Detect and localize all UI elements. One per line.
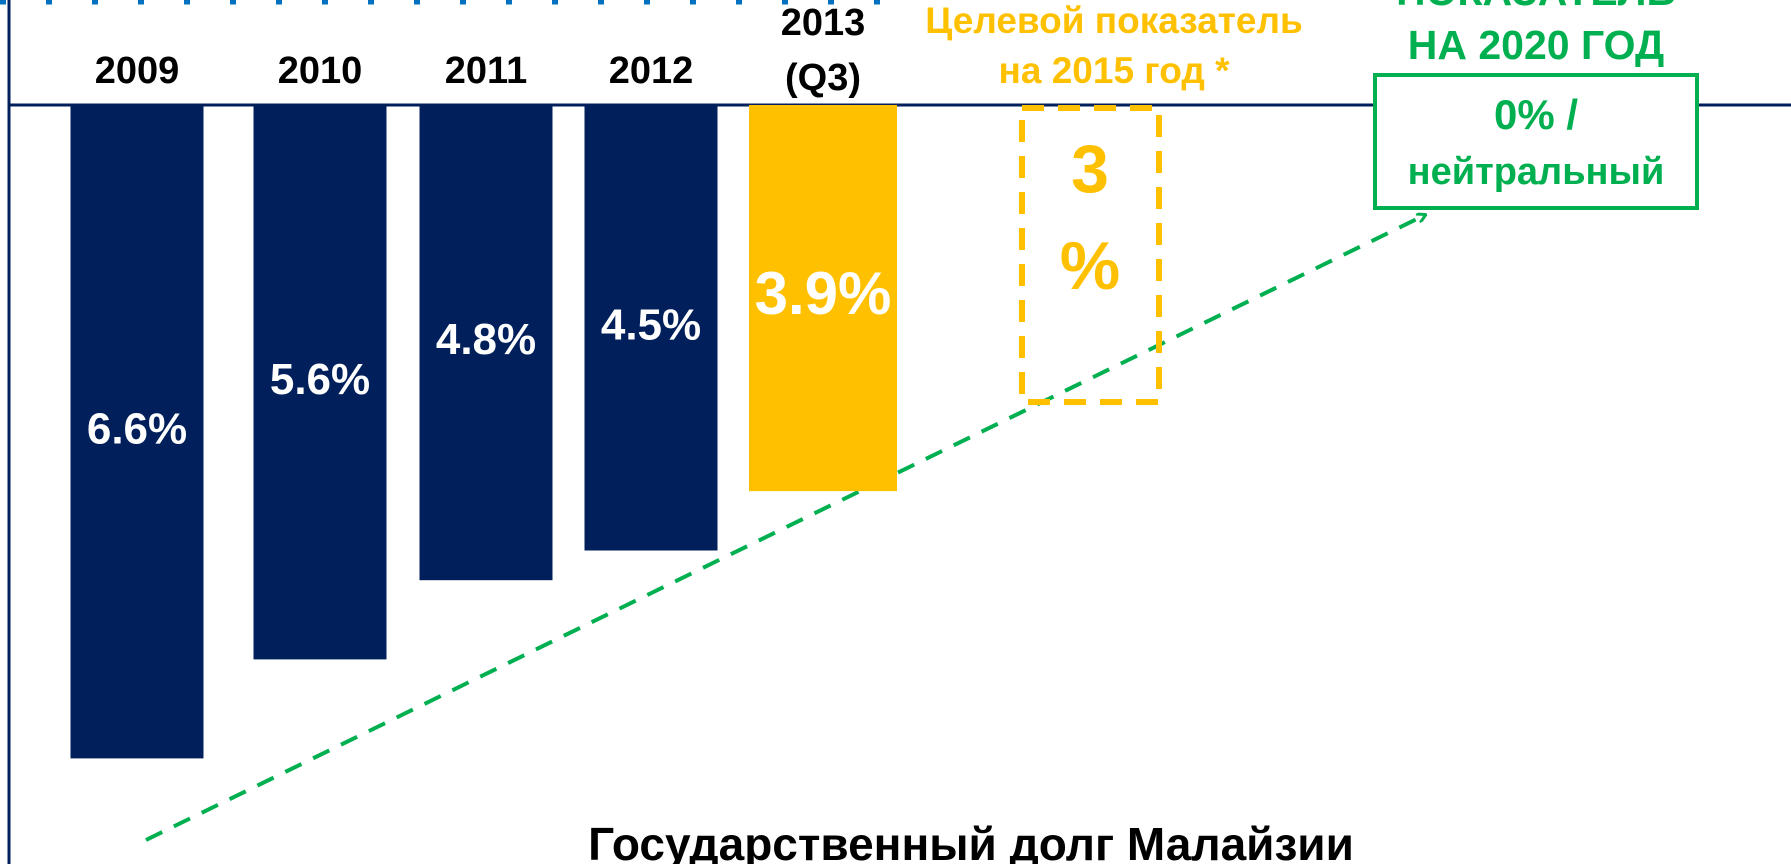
target-label: Целевой показатель [925,0,1302,41]
value-label: 6.6% [87,404,187,453]
value-label: 5.6% [270,355,370,404]
target-value-label: 3 [1071,131,1109,207]
target-box [1373,73,1699,210]
value-label: 3.9% [755,260,892,327]
x-tick-label: 2011 [445,50,527,92]
value-label: 4.5% [601,300,701,349]
bar [70,105,204,759]
target-value-label: нейтральный [1408,151,1665,193]
bar [253,105,387,660]
target-label: НА 2020 ГОД [1408,22,1664,68]
bar [419,105,553,581]
x-tick-label: 2009 [95,50,180,92]
x-tick-label: 2012 [609,50,694,92]
x-tick-label: 2013 (Q3) [781,2,866,99]
chart-title: Государственный долг Малайзии [588,818,1354,864]
x-tick-label: 2010 [278,50,363,92]
target-label: на 2015 год * [999,50,1231,91]
target-label: ПОКАЗАТЕЛЬ [1396,0,1676,14]
target-value-label: % [1060,228,1120,304]
x-tick-label-line: (Q3) [785,57,861,99]
bar [749,105,897,492]
bar [584,105,718,551]
value-label: 4.8% [436,315,536,364]
trend-arrow [145,215,1425,842]
x-tick-label-line: 2013 [781,2,866,44]
target-value-label: 0% / [1494,91,1578,138]
